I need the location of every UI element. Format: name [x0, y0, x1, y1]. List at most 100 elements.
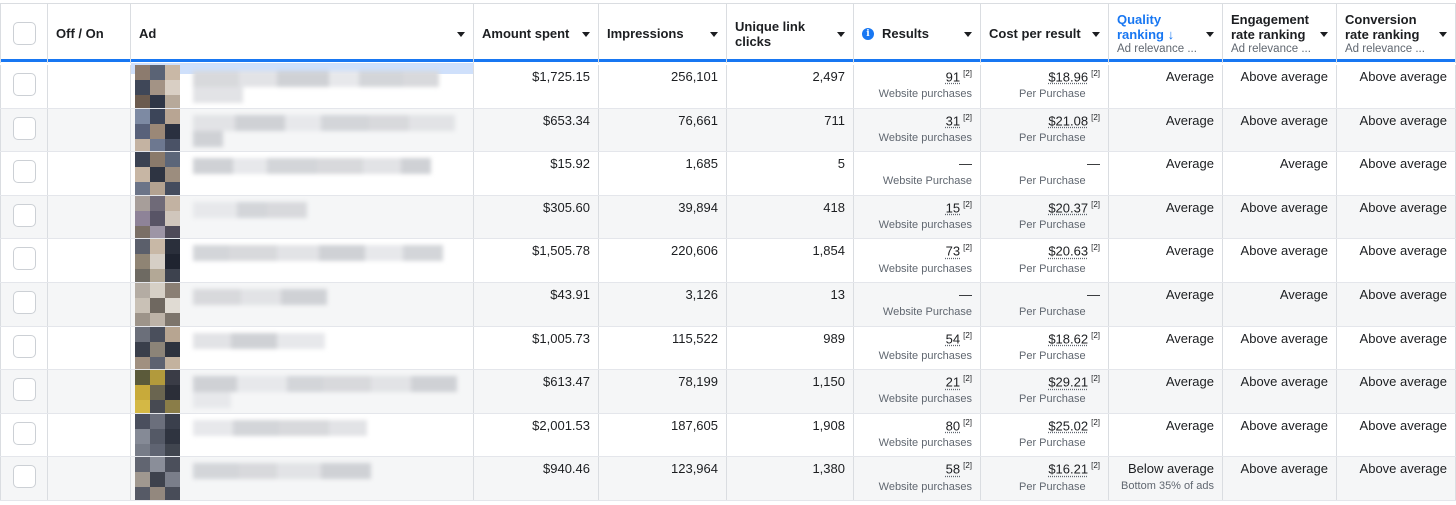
- caret-down-icon[interactable]: [837, 32, 845, 37]
- cost-per-result-value[interactable]: $16.21: [1048, 461, 1089, 477]
- row-checkbox[interactable]: [12, 378, 36, 402]
- cost-per-result-value[interactable]: $20.37: [1048, 200, 1089, 216]
- row-checkbox[interactable]: [12, 465, 36, 489]
- cost-per-result-value[interactable]: $29.21: [1048, 374, 1089, 390]
- column-header-unique-link-clicks[interactable]: Unique link clicks: [727, 4, 854, 63]
- off-on-toggle-cell[interactable]: [48, 370, 131, 413]
- column-header-engagement-ranking[interactable]: Engagement rate ranking Ad relevance ...: [1223, 4, 1337, 63]
- column-title: Quality ranking ↓: [1117, 12, 1195, 42]
- off-on-toggle-cell[interactable]: [48, 195, 131, 239]
- column-header-conversion-ranking[interactable]: Conversion rate ranking Ad relevance ...: [1337, 4, 1456, 63]
- ad-thumbnail[interactable]: [135, 413, 180, 457]
- column-header-ad[interactable]: Ad: [131, 4, 474, 63]
- off-on-toggle-cell[interactable]: [48, 108, 131, 152]
- table-row[interactable]: $1,725.15 256,101 2,497 91 [2] Website purcha…: [0, 65, 1456, 109]
- results-value[interactable]: 54: [945, 330, 961, 346]
- ad-thumbnail[interactable]: [135, 152, 180, 195]
- conversion-ranking-value: Above average: [1359, 156, 1447, 172]
- ad-name-cell[interactable]: [131, 326, 474, 370]
- column-header-off-on[interactable]: Off / On: [48, 4, 131, 63]
- cost-per-result-value[interactable]: $18.62: [1048, 330, 1089, 346]
- caret-down-icon[interactable]: [1092, 32, 1100, 37]
- quality-ranking-cell: Average: [1109, 413, 1223, 457]
- caret-down-icon[interactable]: [964, 32, 972, 37]
- row-checkbox[interactable]: [12, 334, 36, 358]
- caret-down-icon[interactable]: [582, 32, 590, 37]
- unique-link-clicks-cell: 1,854: [727, 239, 854, 282]
- table-row[interactable]: $613.47 78,199 1,150 21 [2] Website purchases…: [0, 370, 1456, 414]
- column-header-amount-spent[interactable]: Amount spent: [474, 4, 599, 63]
- caret-down-icon[interactable]: [1206, 32, 1214, 37]
- cost-per-result-value[interactable]: $18.96: [1048, 69, 1089, 85]
- column-header-cost-per-result[interactable]: Cost per result: [981, 4, 1109, 63]
- table-row[interactable]: $43.91 3,126 13— Website Purchase — Per Purch…: [0, 282, 1456, 327]
- results-value[interactable]: 31: [945, 112, 961, 128]
- ad-thumbnail[interactable]: [135, 457, 180, 500]
- info-icon[interactable]: i: [862, 27, 874, 40]
- row-checkbox[interactable]: [12, 116, 36, 140]
- column-title: Engagement rate ranking: [1231, 11, 1310, 42]
- table-row[interactable]: $653.34 76,661 711 31 [2] Website purchases $2…: [0, 108, 1456, 153]
- table-row[interactable]: $940.46 123,964 1,380 58 [2] Website purchase…: [0, 457, 1456, 501]
- results-value[interactable]: 80: [945, 418, 961, 434]
- column-title-text: Quality ranking: [1117, 11, 1164, 42]
- row-checkbox[interactable]: [12, 421, 36, 445]
- ad-thumbnail[interactable]: [135, 326, 180, 370]
- column-header-impressions[interactable]: Impressions: [599, 4, 727, 63]
- off-on-toggle-cell[interactable]: [48, 457, 131, 500]
- cost-per-result-value[interactable]: $20.63: [1048, 243, 1089, 259]
- ad-name-cell[interactable]: [131, 239, 474, 282]
- row-checkbox[interactable]: [12, 203, 36, 227]
- select-all-checkbox[interactable]: [12, 22, 36, 45]
- cost-per-result-value[interactable]: $21.08: [1048, 112, 1089, 128]
- off-on-toggle-cell[interactable]: [48, 326, 131, 370]
- ad-name-cell[interactable]: [131, 108, 474, 152]
- table-row[interactable]: $1,005.73 115,522 989 54 [2] Website purchase…: [0, 326, 1456, 371]
- ad-thumbnail[interactable]: [135, 239, 180, 282]
- cost-per-result-value[interactable]: $25.02: [1048, 418, 1089, 434]
- caret-down-icon[interactable]: [457, 32, 465, 37]
- row-checkbox[interactable]: [12, 160, 36, 184]
- ad-name-cell[interactable]: [131, 65, 474, 108]
- row-checkbox[interactable]: [12, 290, 36, 314]
- table-row[interactable]: $15.92 1,685 5— Website Purchase — Per Purcha…: [0, 152, 1456, 196]
- results-value[interactable]: 58: [945, 461, 961, 477]
- ad-name-cell[interactable]: [131, 457, 474, 500]
- quality-ranking-cell: Average: [1109, 370, 1223, 413]
- table-row[interactable]: $2,001.53 187,605 1,908 80 [2] Website purcha…: [0, 413, 1456, 458]
- caret-down-icon[interactable]: [1320, 32, 1328, 37]
- caret-down-icon[interactable]: [1439, 32, 1447, 37]
- ad-name-cell[interactable]: [131, 152, 474, 195]
- off-on-toggle-cell[interactable]: [48, 152, 131, 195]
- table-row[interactable]: $305.60 39,894 418 15 [2] Website purchases $2…: [0, 195, 1456, 240]
- row-checkbox[interactable]: [12, 73, 36, 96]
- ad-name-cell[interactable]: [131, 282, 474, 326]
- ad-thumbnail[interactable]: [135, 108, 180, 152]
- ad-name-cell[interactable]: [131, 413, 474, 457]
- column-header-quality-ranking[interactable]: Quality ranking ↓ Ad relevance ...: [1109, 4, 1223, 63]
- results-value[interactable]: 21: [945, 374, 961, 390]
- conversion-ranking-value: Above average: [1359, 112, 1447, 128]
- off-on-toggle-cell[interactable]: [48, 239, 131, 282]
- amount-spent-value: $940.46: [543, 461, 590, 477]
- caret-down-icon[interactable]: [710, 32, 718, 37]
- table-row[interactable]: $1,505.78 220,606 1,854 73 [2] Website purcha…: [0, 239, 1456, 283]
- ad-thumbnail[interactable]: [135, 195, 180, 239]
- ad-name-cell[interactable]: [131, 195, 474, 239]
- results-value[interactable]: 91: [945, 69, 961, 85]
- cost-footnote: [2]: [1091, 330, 1100, 340]
- cost-main: —: [989, 287, 1100, 302]
- off-on-toggle-cell[interactable]: [48, 282, 131, 326]
- ad-thumbnail[interactable]: [135, 282, 180, 326]
- unique-link-clicks-cell: 1,150: [727, 370, 854, 413]
- ad-thumbnail[interactable]: [135, 370, 180, 413]
- column-header-results[interactable]: i Results: [854, 4, 981, 63]
- row-checkbox[interactable]: [12, 247, 36, 271]
- off-on-toggle-cell[interactable]: [48, 65, 131, 108]
- amount-spent-value: $15.92: [550, 156, 590, 172]
- off-on-toggle-cell[interactable]: [48, 413, 131, 457]
- ad-name-cell[interactable]: [131, 370, 474, 413]
- results-value[interactable]: 73: [945, 243, 961, 259]
- ad-thumbnail[interactable]: [135, 65, 180, 108]
- results-value[interactable]: 15: [945, 200, 961, 216]
